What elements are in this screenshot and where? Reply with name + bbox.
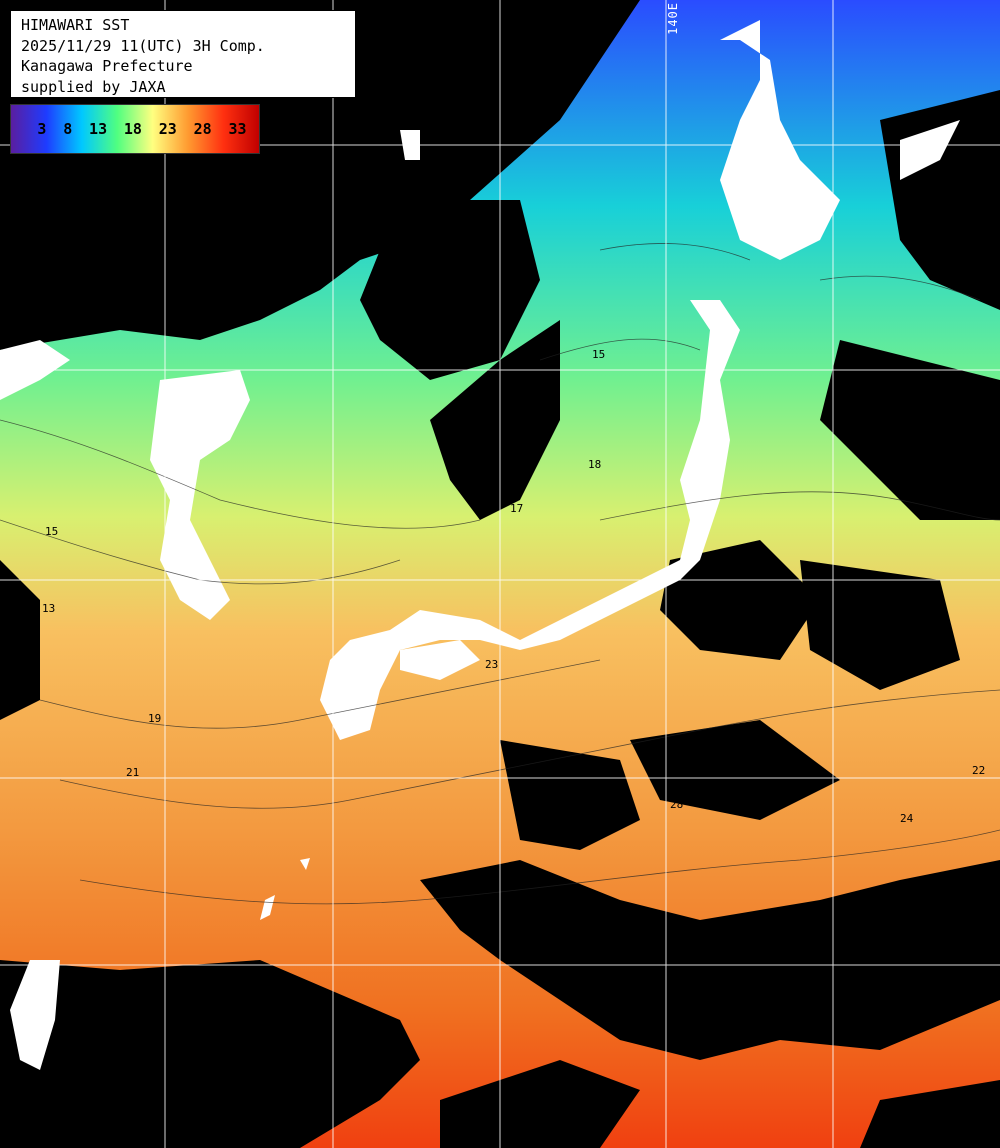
longitude-label: 140E (666, 2, 680, 35)
contour-label: 22 (972, 764, 985, 777)
scale-tick: 23 (158, 120, 177, 138)
title-box: HIMAWARI SST 2025/11/29 11(UTC) 3H Comp.… (10, 10, 356, 98)
region-label: Kanagawa Prefecture (21, 57, 193, 75)
contour-label: 13 (42, 602, 55, 615)
color-scale-bar: 3 8 13 18 23 28 33 (10, 104, 260, 154)
contour-label: 28 (670, 798, 683, 811)
scale-tick: 8 (63, 120, 73, 138)
contour-label: 15 (45, 525, 58, 538)
contour-label: 17 (510, 502, 523, 515)
contour-label: 21 (126, 766, 139, 779)
scale-tick: 3 (37, 120, 47, 138)
scale-tick: 33 (228, 120, 247, 138)
contour-label: 24 (900, 812, 914, 825)
contour-label: 18 (588, 458, 601, 471)
contour-label-group: 15 13 15 17 18 19 21 22 23 24 25 28 29 (42, 348, 985, 1131)
contour-label: 19 (148, 712, 161, 725)
contour-label: 25 (460, 920, 473, 933)
contour-label: 23 (485, 658, 498, 671)
product-title: HIMAWARI SST (21, 16, 130, 34)
credit-label: supplied by JAXA (21, 77, 166, 96)
contour-label: 15 (592, 348, 605, 361)
scale-tick: 28 (193, 120, 212, 138)
scale-tick: 13 (89, 120, 108, 138)
timestamp: 2025/11/29 11(UTC) 3H Comp. (21, 36, 265, 55)
land-masses (0, 20, 960, 1070)
contour-label: 29 (905, 1118, 918, 1131)
scale-tick: 18 (123, 120, 142, 138)
